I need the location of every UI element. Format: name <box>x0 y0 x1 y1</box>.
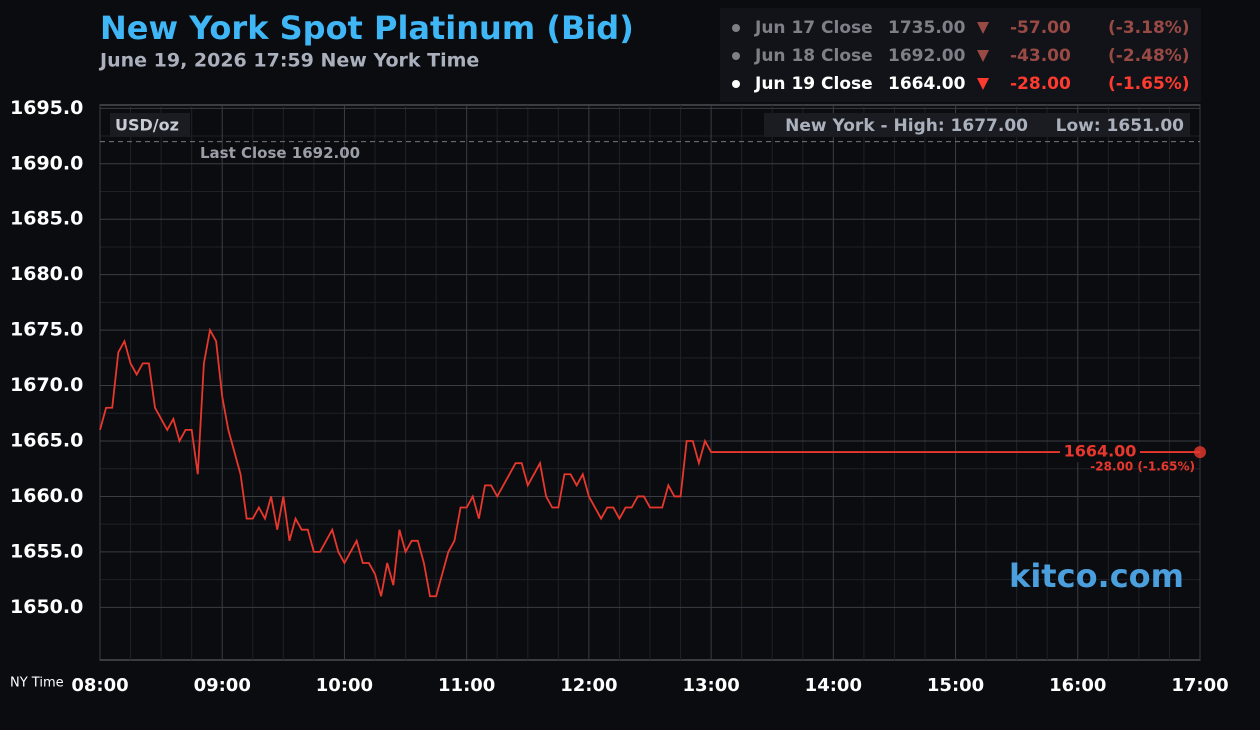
y-tick-label: 1670.0 <box>10 374 83 396</box>
row-percent: (-3.18%) <box>1108 18 1190 38</box>
low-label: Low: 1651.00 <box>1056 116 1185 136</box>
down-arrow <box>977 50 989 62</box>
last-close-label: Last Close 1692.00 <box>200 144 360 162</box>
row-dot <box>732 52 740 60</box>
x-tick-label: 08:00 <box>71 675 128 696</box>
row-label: Jun 17 Close <box>754 18 873 38</box>
y-tick-label: 1665.0 <box>10 429 83 451</box>
x-tick-label: 11:00 <box>438 675 495 696</box>
row-dot <box>732 24 740 32</box>
row-dot <box>732 80 740 88</box>
row-close: 1692.00 <box>888 46 966 66</box>
subtitle: June 19, 2026 17:59 New York Time <box>98 50 479 72</box>
row-change: -57.00 <box>1010 18 1071 38</box>
y-tick-label: 1650.0 <box>10 596 83 618</box>
row-label: Jun 18 Close <box>754 46 873 66</box>
chart-title: New York Spot Platinum (Bid) <box>100 9 634 47</box>
row-change: -28.00 <box>1010 74 1071 94</box>
quote-box <box>720 8 1201 102</box>
row-percent: (-2.48%) <box>1108 46 1190 66</box>
x-tick-label: 17:00 <box>1171 675 1228 696</box>
unit-box <box>110 113 190 137</box>
row-percent: (-1.65%) <box>1108 74 1190 94</box>
row-label: Jun 19 Close <box>754 74 873 94</box>
y-tick-label: 1695.0 <box>10 97 83 119</box>
last-change-label: -28.00 (-1.65%) <box>1090 460 1195 474</box>
x-tick-label: 16:00 <box>1049 675 1106 696</box>
high-label: New York - High: 1677.00 <box>785 116 1028 136</box>
y-tick-label: 1685.0 <box>10 208 83 230</box>
watermark: kitco.com <box>1009 557 1184 595</box>
down-arrow <box>977 22 989 34</box>
y-tick-label: 1690.0 <box>10 152 83 174</box>
last-price-label: 1664.00 <box>1064 442 1137 461</box>
x-tick-label: 09:00 <box>194 675 251 696</box>
x-tick-label: 13:00 <box>682 675 739 696</box>
y-tick-label: 1660.0 <box>10 485 83 507</box>
y-tick-label: 1655.0 <box>10 540 83 562</box>
price-line <box>99 327 1200 598</box>
down-arrow <box>977 78 989 90</box>
x-tick-label: 14:00 <box>805 675 862 696</box>
x-axis-label: NY Time <box>10 676 64 691</box>
unit-label: USD/oz <box>115 116 179 135</box>
end-dot <box>1194 446 1206 459</box>
price-tag-bg <box>1060 442 1140 463</box>
range-box <box>764 113 1190 137</box>
x-tick-label: 15:00 <box>927 675 984 696</box>
row-change: -43.00 <box>1010 46 1071 66</box>
row-close: 1735.00 <box>888 18 966 38</box>
y-tick-label: 1675.0 <box>10 319 83 341</box>
x-tick-label: 12:00 <box>560 675 617 696</box>
x-tick-label: 10:00 <box>316 675 373 696</box>
row-close: 1664.00 <box>888 74 966 94</box>
y-tick-label: 1680.0 <box>10 263 83 285</box>
